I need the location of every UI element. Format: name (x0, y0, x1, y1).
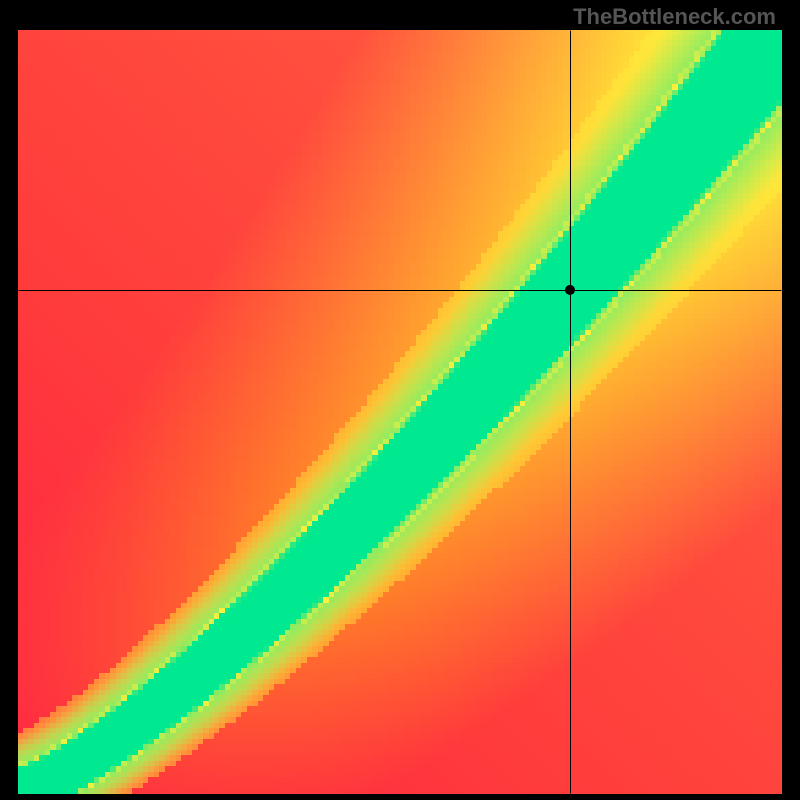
heatmap-canvas (18, 30, 782, 794)
watermark-text: TheBottleneck.com (573, 4, 776, 30)
chart-container: TheBottleneck.com (0, 0, 800, 800)
